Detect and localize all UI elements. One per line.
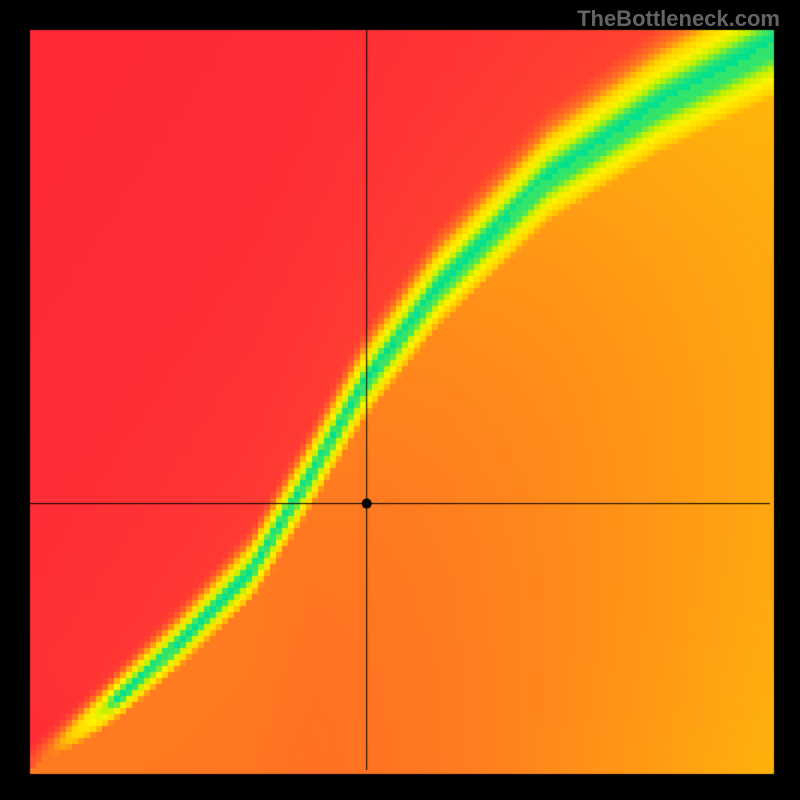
watermark-text: TheBottleneck.com xyxy=(577,6,780,32)
bottleneck-heatmap xyxy=(0,0,800,800)
